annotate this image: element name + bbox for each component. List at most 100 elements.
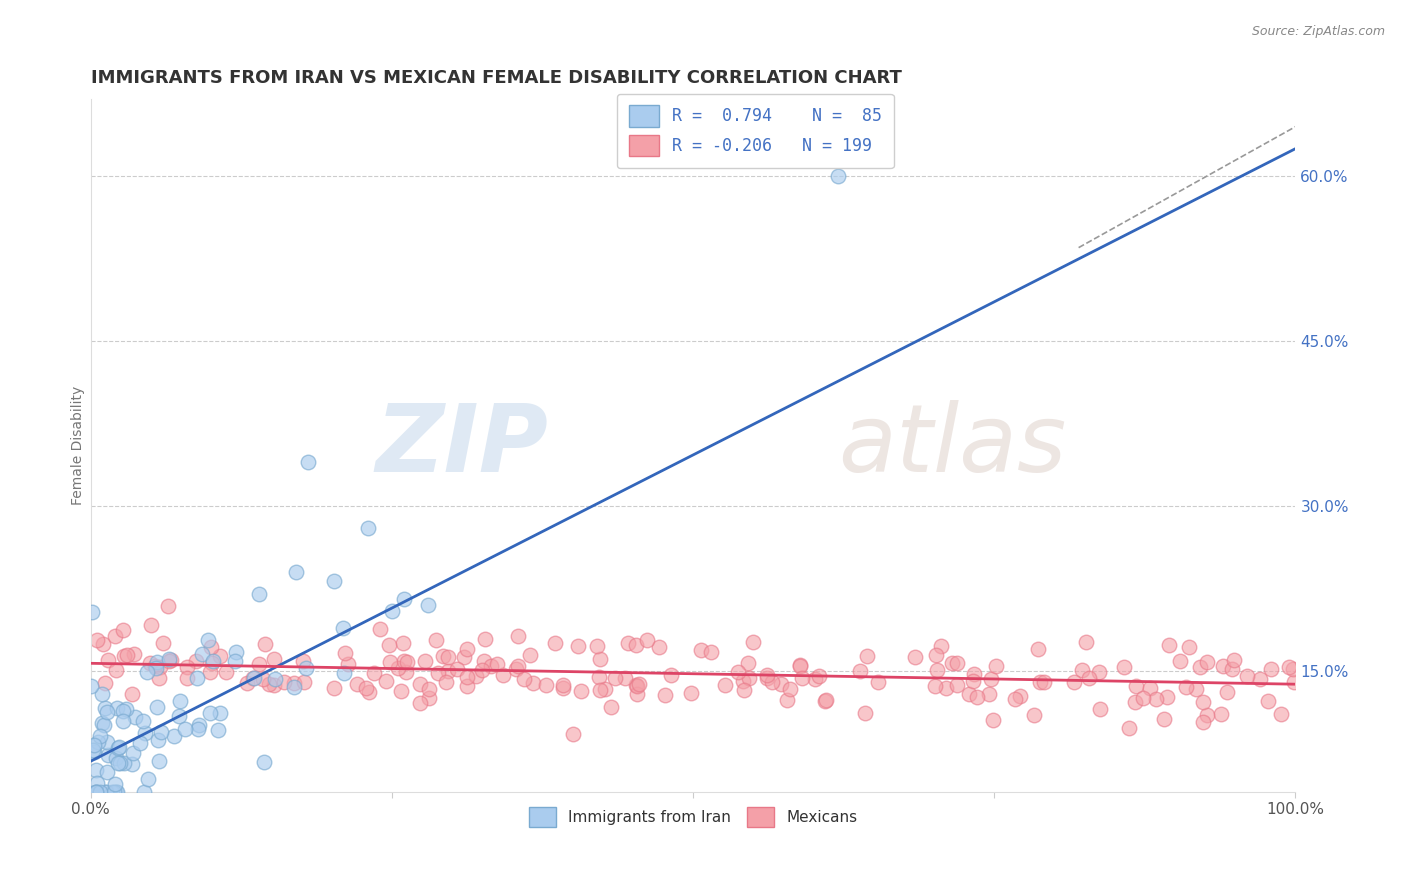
Immigrants from Iran (186, 672, 208, 686)
Mexicans (589, 683, 612, 698)
Mexicans (1123, 695, 1146, 709)
Immigrants from Iran (101, 784, 124, 798)
Immigrants from Iran (225, 645, 247, 659)
Immigrants from Iran (157, 652, 180, 666)
Immigrants from Iran (163, 729, 186, 743)
Immigrants from Iran (150, 725, 173, 739)
Mexicans (139, 657, 162, 671)
Immigrants from Iran (323, 574, 346, 589)
Mexicans (198, 665, 221, 679)
Mexicans (121, 687, 143, 701)
Mexicans (1178, 640, 1201, 654)
Mexicans (727, 665, 749, 680)
Mexicans (291, 654, 314, 668)
Mexicans (1074, 634, 1097, 648)
Mexicans (283, 675, 305, 690)
Immigrants from Iran (89, 785, 111, 799)
Mexicans (1192, 695, 1215, 709)
Mexicans (104, 663, 127, 677)
Mexicans (519, 648, 541, 662)
Mexicans (1195, 708, 1218, 723)
Mexicans (427, 666, 450, 681)
Mexicans (1087, 665, 1109, 680)
Mexicans (808, 669, 831, 683)
Mexicans (418, 681, 440, 696)
Immigrants from Iran (84, 763, 107, 777)
Mexicans (929, 639, 952, 653)
Immigrants from Iran (112, 756, 135, 771)
Immigrants from Iran (145, 661, 167, 675)
Mexicans (977, 687, 1000, 701)
Mexicans (593, 681, 616, 696)
Immigrants from Iran (201, 654, 224, 668)
Mexicans (588, 670, 610, 684)
Mexicans (589, 652, 612, 666)
Mexicans (713, 678, 735, 692)
Mexicans (1132, 691, 1154, 706)
Mexicans (980, 672, 1002, 686)
Immigrants from Iran (104, 751, 127, 765)
Immigrants from Iran (89, 730, 111, 744)
Mexicans (1220, 662, 1243, 676)
Immigrants from Iran (416, 598, 439, 612)
Immigrants from Iran (132, 714, 155, 728)
Immigrants from Iran (86, 785, 108, 799)
Mexicans (359, 685, 381, 699)
Immigrants from Iran (105, 701, 128, 715)
Mexicans (756, 671, 779, 685)
Mexicans (522, 675, 544, 690)
Mexicans (1192, 714, 1215, 729)
Mexicans (97, 653, 120, 667)
Mexicans (94, 675, 117, 690)
Immigrants from Iran (96, 764, 118, 779)
Mexicans (378, 656, 401, 670)
Y-axis label: Female Disability: Female Disability (72, 386, 86, 505)
Mexicans (1223, 653, 1246, 667)
Immigrants from Iran (129, 736, 152, 750)
Mexicans (1236, 669, 1258, 683)
Mexicans (486, 657, 509, 672)
Mexicans (803, 672, 825, 686)
Mexicans (436, 664, 458, 678)
Mexicans (941, 656, 963, 670)
Mexicans (1024, 708, 1046, 723)
Immigrants from Iran (111, 714, 134, 729)
Mexicans (984, 659, 1007, 673)
Mexicans (904, 649, 927, 664)
Mexicans (156, 599, 179, 613)
Immigrants from Iran (148, 733, 170, 747)
Immigrants from Iran (105, 785, 128, 799)
Mexicans (263, 678, 285, 692)
Mexicans (1029, 675, 1052, 690)
Mexicans (659, 668, 682, 682)
Mexicans (505, 662, 527, 676)
Mexicans (356, 681, 378, 695)
Immigrants from Iran (224, 654, 246, 668)
Immigrants from Iran (169, 708, 191, 723)
Immigrants from Iran (169, 694, 191, 708)
Mexicans (603, 671, 626, 685)
Mexicans (392, 654, 415, 668)
Mexicans (849, 664, 872, 678)
Immigrants from Iran (174, 723, 197, 737)
Mexicans (789, 657, 811, 672)
Mexicans (945, 656, 967, 670)
Mexicans (1216, 684, 1239, 698)
Mexicans (242, 671, 264, 685)
Mexicans (761, 675, 783, 690)
Immigrants from Iran (197, 633, 219, 648)
Mexicans (1026, 641, 1049, 656)
Mexicans (104, 629, 127, 643)
Immigrants from Iran (86, 785, 108, 799)
Mexicans (157, 654, 180, 668)
Mexicans (1118, 721, 1140, 735)
Immigrants from Iran (111, 704, 134, 718)
Text: atlas: atlas (838, 401, 1066, 491)
Immigrants from Iran (146, 655, 169, 669)
Mexicans (323, 681, 346, 695)
Mexicans (756, 668, 779, 682)
Text: ZIP: ZIP (375, 400, 548, 491)
Mexicans (1211, 707, 1233, 722)
Immigrants from Iran (124, 710, 146, 724)
Mexicans (184, 654, 207, 668)
